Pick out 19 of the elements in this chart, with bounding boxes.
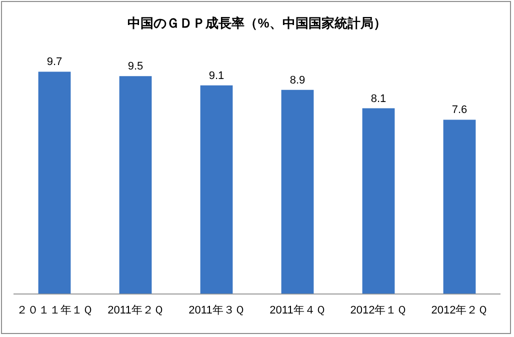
bar [38, 72, 71, 294]
x-tick-label: 2012年２Ｑ [431, 304, 488, 316]
bar [281, 90, 314, 294]
data-label: 8.9 [290, 74, 306, 86]
x-tick-label: ２０１１年１Ｑ [16, 304, 92, 316]
data-label: 9.5 [128, 60, 144, 73]
bar [362, 108, 395, 294]
x-tick-label: 2011年３Ｑ [188, 304, 244, 316]
data-label: 7.6 [452, 104, 468, 116]
x-tick-label: 2011年２Ｑ [108, 304, 164, 316]
bar [443, 120, 476, 294]
data-label: 9.7 [46, 56, 62, 68]
x-tick-label: 2012年１Ｑ [350, 304, 407, 316]
chart-title: 中国のＧＤＰ成長率（%、中国国家統計局） [128, 15, 386, 30]
data-label: 9.1 [208, 70, 224, 82]
data-label: 8.1 [370, 92, 386, 105]
x-tick-label: 2011年４Ｑ [270, 304, 326, 316]
bar [119, 76, 152, 294]
bar [200, 85, 233, 294]
